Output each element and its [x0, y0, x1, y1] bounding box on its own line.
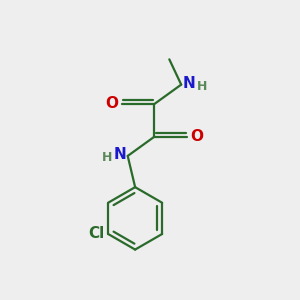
Text: O: O — [105, 96, 118, 111]
Text: H: H — [197, 80, 207, 93]
Text: O: O — [191, 128, 204, 143]
Text: Cl: Cl — [88, 226, 104, 242]
Text: N: N — [183, 76, 195, 91]
Text: N: N — [113, 147, 126, 162]
Text: H: H — [102, 151, 112, 164]
